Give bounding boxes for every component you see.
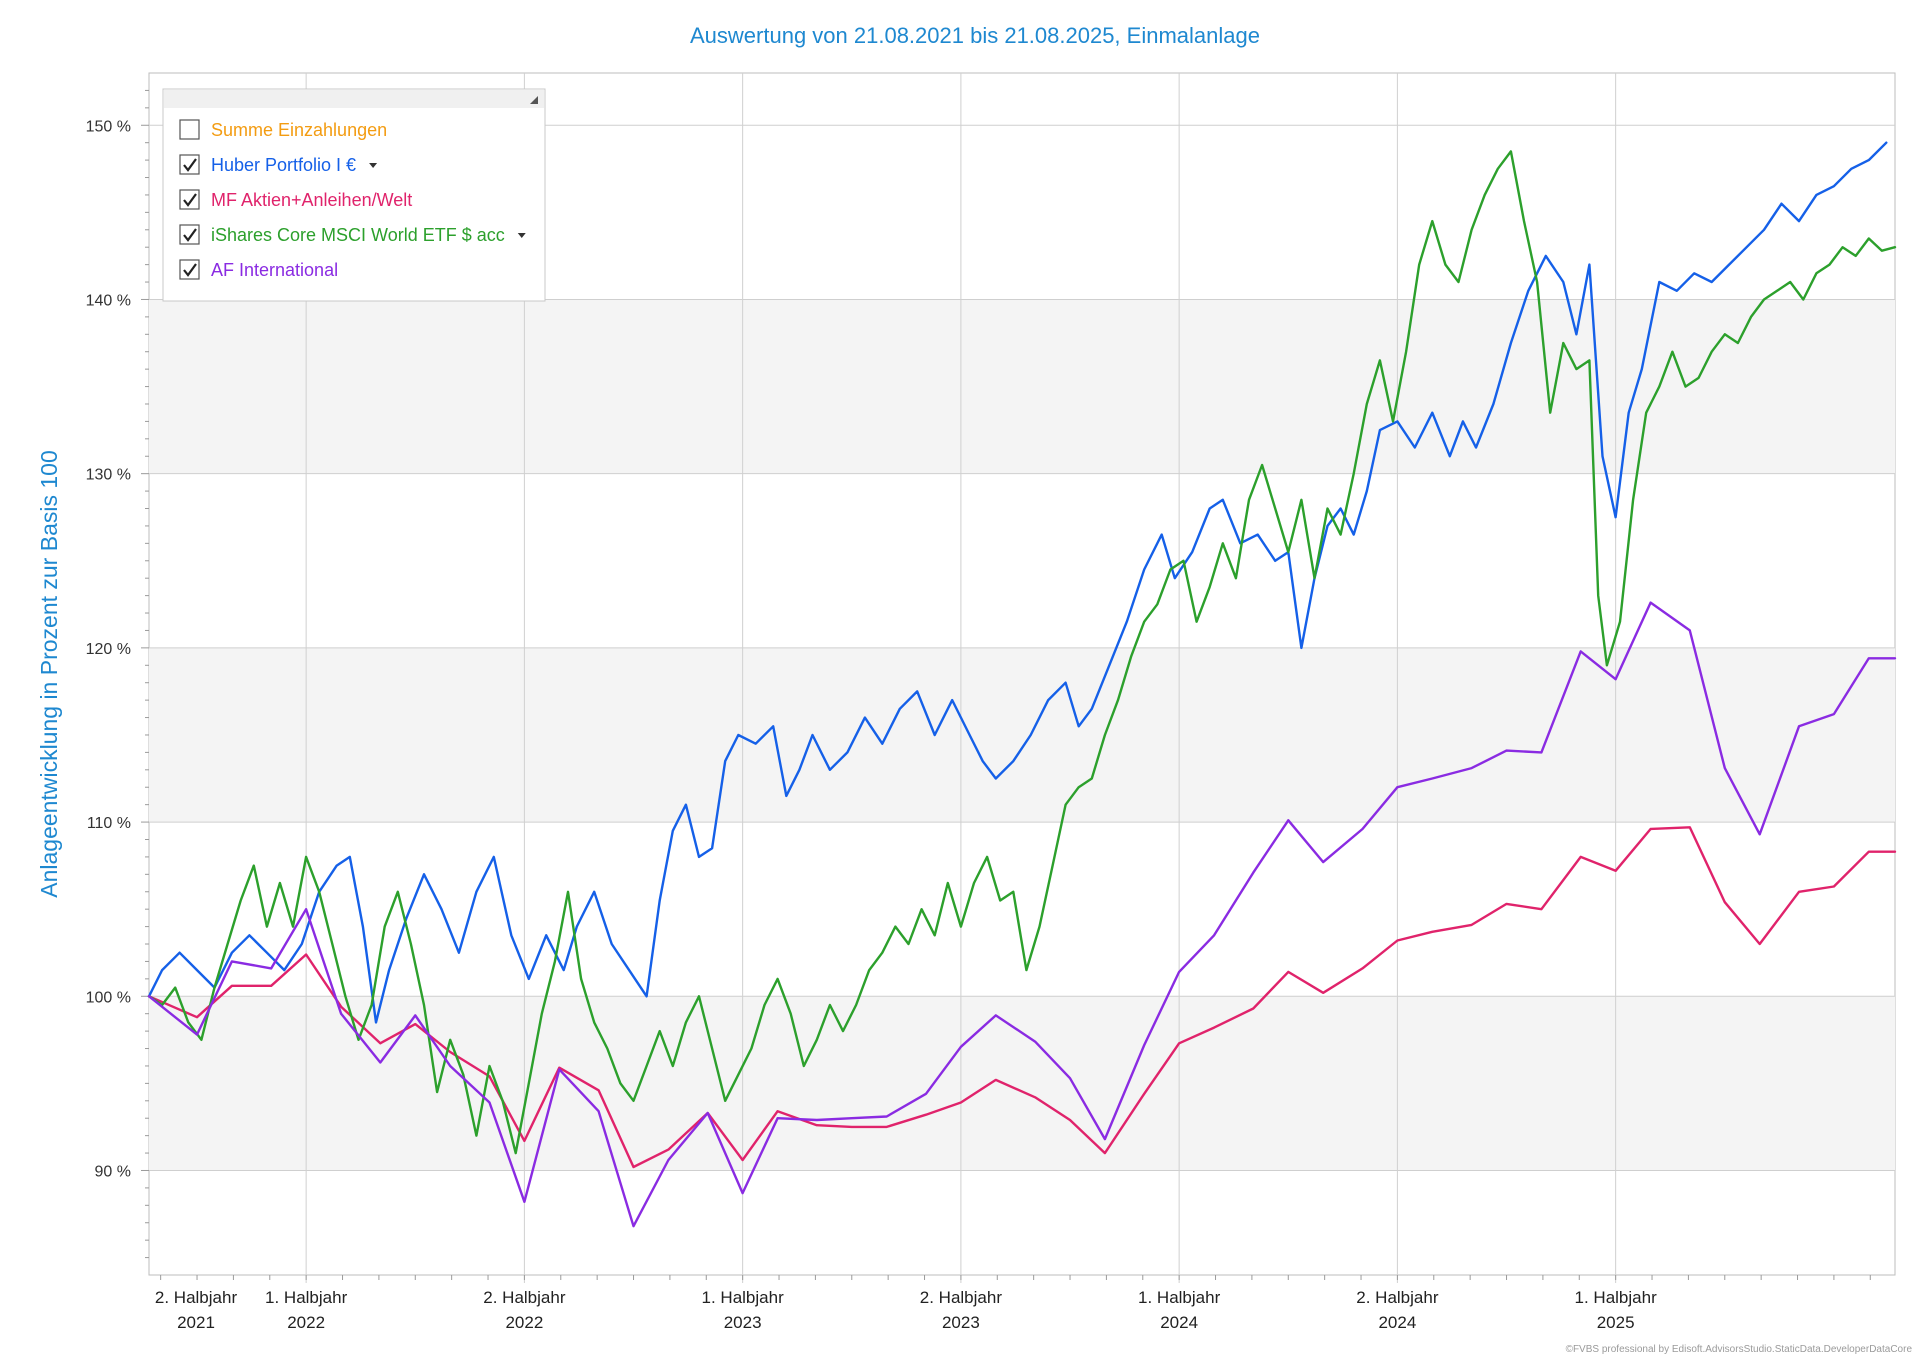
y-tick-label: 120 % [86, 641, 131, 658]
legend-header [164, 90, 544, 108]
chart-title: Auswertung von 21.08.2021 bis 21.08.2025… [690, 23, 1260, 48]
x-tick-year: 2021 [177, 1313, 215, 1332]
legend-label: MF Aktien+Anleihen/Welt [211, 190, 412, 210]
y-tick-label: 90 % [95, 1163, 131, 1180]
plot-background [141, 72, 1896, 1283]
y-tick-label: 150 % [86, 118, 131, 135]
checkmark-icon [183, 263, 197, 277]
legend-checkbox[interactable] [179, 189, 200, 210]
x-tick-year: 2022 [287, 1313, 325, 1332]
x-tick-year: 2023 [724, 1313, 762, 1332]
legend-checkbox[interactable] [179, 119, 200, 140]
x-tick-year: 2024 [1160, 1313, 1198, 1332]
legend-item[interactable]: Summe Einzahlungen [179, 119, 387, 140]
legend-checkbox[interactable] [179, 154, 200, 175]
legend-item[interactable]: Huber Portfolio I € [179, 154, 378, 175]
legend-checkbox[interactable] [179, 224, 200, 245]
x-tick-year: 2024 [1378, 1313, 1416, 1332]
legend-label: AF International [211, 260, 338, 280]
y-tick-label: 130 % [86, 467, 131, 484]
legend-item[interactable]: iShares Core MSCI World ETF $ acc [179, 224, 526, 245]
grid-band [149, 299, 1895, 474]
grid-bands [149, 299, 1895, 1171]
series-line-4 [147, 601, 1897, 1228]
minor-ticks [141, 89, 1871, 1280]
legend-label: iShares Core MSCI World ETF $ acc [211, 225, 505, 245]
legend-label: Summe Einzahlungen [211, 120, 387, 140]
legend-item[interactable]: AF International [179, 259, 338, 280]
y-axis-label: Anlageentwicklung in Prozent zur Basis 1… [36, 450, 62, 897]
y-tick-label: 140 % [86, 292, 131, 309]
x-tick-label: 2. Halbjahr [1356, 1288, 1439, 1307]
x-tick-labels: 2. Halbjahr 2021 1. Halbjahr 2022 2. Halbjah… [155, 1288, 1657, 1332]
series-line-1 [147, 141, 1888, 1024]
legend-item[interactable]: MF Aktien+Anleihen/Welt [179, 189, 412, 210]
grid-band [149, 647, 1895, 823]
checkmark-icon [183, 193, 197, 207]
legend: Summe Einzahlungen Huber Portfolio I € MF … [162, 88, 546, 302]
y-tick-label: 110 % [87, 815, 131, 832]
x-tick-label: 1. Halbjahr [1575, 1288, 1658, 1307]
legend-resize-grip-icon[interactable] [530, 96, 538, 104]
y-tick-label: 100 % [86, 989, 131, 1006]
checkmark-icon [183, 228, 197, 242]
series-line-3 [147, 150, 1897, 1155]
x-tick-label: 1. Halbjahr [265, 1288, 348, 1307]
series-layer [147, 141, 1897, 1228]
legend-checkbox[interactable] [179, 259, 200, 280]
series-line-2 [147, 826, 1897, 1169]
dropdown-arrow-icon[interactable] [517, 233, 526, 238]
x-tick-label: 2. Halbjahr [920, 1288, 1003, 1307]
x-tick-year: 2022 [505, 1313, 543, 1332]
y-tick-labels: 90 % 100 % 110 % 120 % 130 % 140 % 150 % [86, 118, 131, 1180]
x-tick-year: 2025 [1597, 1313, 1635, 1332]
copyright-footer: ©FVBS professional by Edisoft.AdvisorsSt… [1566, 1344, 1913, 1355]
x-tick-label: 1. Halbjahr [1138, 1288, 1221, 1307]
x-tick-label: 1. Halbjahr [702, 1288, 785, 1307]
x-tick-label: 2. Halbjahr [483, 1288, 566, 1307]
checkmark-icon [183, 158, 197, 172]
dropdown-arrow-icon[interactable] [369, 163, 378, 168]
x-tick-year: 2023 [942, 1313, 980, 1332]
horizontal-gridlines [149, 124, 1895, 1171]
legend-label: Huber Portfolio I € [211, 155, 356, 175]
x-tick-label: 2. Halbjahr [155, 1288, 238, 1307]
legend-box [162, 88, 546, 302]
